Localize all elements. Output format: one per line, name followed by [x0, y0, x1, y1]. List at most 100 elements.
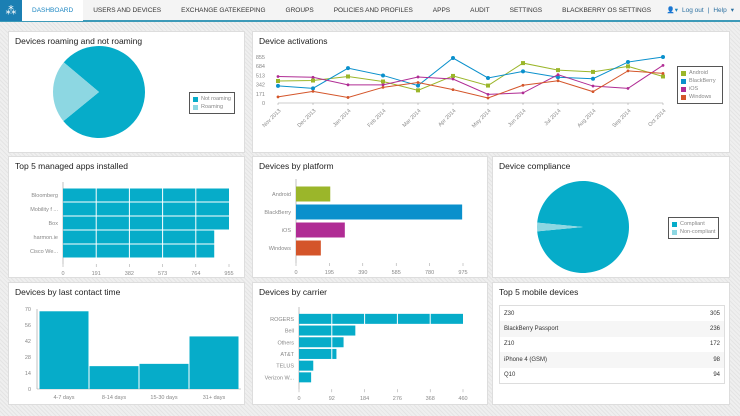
y-tick-label: 0	[262, 101, 265, 107]
data-point	[556, 75, 560, 80]
data-point	[381, 85, 385, 89]
bar	[299, 313, 463, 324]
y-tick-label: Windows	[269, 246, 292, 252]
bar	[39, 311, 89, 389]
device-count: 94	[713, 372, 720, 378]
device-name: Q10	[504, 372, 516, 378]
data-point	[346, 74, 350, 79]
y-tick-label: 42	[25, 339, 31, 345]
bar	[63, 202, 229, 216]
data-point	[556, 73, 560, 77]
device-name: BlackBerry Passport	[504, 325, 559, 332]
table-row[interactable]: Z30 305	[500, 306, 725, 322]
platform-bar-chart: 0 195 390 585 780 975 Android BlackBerry iOS Wind…	[264, 179, 468, 276]
x-tick-label: 368	[426, 396, 435, 402]
x-tick-label: 184	[360, 396, 369, 402]
x-tick-label: 460	[458, 396, 467, 402]
blackberry-logo-icon[interactable]: ⁂	[0, 0, 22, 21]
data-point	[311, 75, 315, 79]
x-tick-label: Jan 2014	[332, 108, 352, 128]
data-point	[346, 83, 350, 87]
x-tick-label: 92	[329, 396, 335, 402]
x-tick-label: Feb 2014	[367, 108, 388, 129]
y-tick-label: iOS	[282, 228, 292, 234]
help-link[interactable]: Help	[713, 6, 727, 14]
pie-slice-non-compliant	[537, 222, 583, 232]
tab-dashboard[interactable]: DASHBOARD	[22, 0, 84, 21]
bar	[296, 222, 345, 238]
bar	[299, 360, 314, 371]
roaming-pie-chart	[53, 46, 145, 138]
y-tick-label: Verizon W...	[265, 375, 295, 381]
tab-apps[interactable]: APPS	[432, 6, 451, 14]
data-point	[661, 74, 665, 79]
panel-carrier: Devices by carrier 0 92 184 276 368 460 ROGERS…	[252, 282, 488, 405]
nav-tabs: DASHBOARD USERS AND DEVICES EXCHANGE GATEK…	[22, 0, 661, 21]
bar	[299, 372, 312, 383]
legend-item: Windows	[681, 93, 719, 101]
y-tick-label: Mobility f ...	[30, 207, 58, 213]
x-tick-label: 764	[191, 271, 200, 277]
legend-item: Android	[681, 69, 719, 77]
data-point	[276, 75, 280, 78]
tab-exchange-gatekeeping[interactable]: EXCHANGE GATEKEEPING	[181, 6, 266, 14]
tab-settings[interactable]: SETTINGS	[509, 6, 543, 14]
series-line-android	[277, 62, 664, 91]
user-icon[interactable]: 👤▾	[666, 7, 678, 14]
data-point	[486, 75, 490, 80]
device-count: 236	[709, 325, 720, 332]
x-tick-label: 276	[393, 396, 402, 402]
data-point	[451, 73, 455, 78]
pie-slice-roaming	[53, 62, 99, 122]
panel-title: Device activations	[259, 36, 328, 46]
data-point	[416, 83, 420, 88]
activations-line-chart: 0 171 342 513 684 855 Nov 2013 Dec 2013 Jan 2014…	[256, 55, 667, 129]
x-tick-label: 8-14 days	[102, 395, 126, 401]
x-tick-label: 191	[92, 271, 101, 277]
data-point	[311, 89, 315, 93]
roaming-legend: Not roaming Roaming	[189, 92, 235, 114]
tab-groups[interactable]: GROUPS	[285, 6, 314, 14]
data-point	[521, 91, 525, 95]
y-tick-label: 513	[256, 73, 265, 79]
tab-audit[interactable]: AUDIT	[470, 6, 490, 14]
bar	[63, 216, 229, 230]
bar	[63, 188, 229, 202]
data-point	[626, 60, 630, 65]
y-tick-label: Cisco We...	[30, 249, 58, 255]
chevron-down-icon[interactable]: ▾	[730, 7, 734, 14]
data-point	[276, 78, 280, 83]
device-name: iPhone 4 (GSM)	[504, 356, 548, 363]
data-point	[661, 55, 665, 59]
table-row[interactable]: Z10 172	[500, 337, 725, 353]
x-tick-label: Aug 2014	[577, 108, 598, 129]
panel-roaming: Devices roaming and not roaming Not roam…	[8, 31, 245, 153]
data-point	[276, 95, 280, 99]
x-tick-label: 195	[325, 270, 334, 276]
legend-item: BlackBerry	[681, 77, 719, 85]
tab-users-and-devices[interactable]: USERS AND DEVICES	[93, 6, 162, 14]
x-tick-label: 382	[125, 271, 134, 277]
tab-blackberry-os-settings[interactable]: BLACKBERRY OS SETTINGS	[562, 6, 652, 14]
data-point	[451, 88, 455, 92]
device-name: Z30	[504, 310, 515, 317]
x-tick-label: 585	[392, 270, 401, 276]
x-tick-label: 573	[158, 271, 167, 277]
data-point	[311, 86, 315, 91]
table-row[interactable]: BlackBerry Passport 236	[499, 321, 725, 337]
y-tick-label: Box	[49, 221, 59, 227]
y-tick-label: 342	[256, 83, 265, 89]
y-tick-label: 56	[25, 323, 31, 329]
y-tick-label: 14	[25, 371, 31, 377]
data-point	[556, 68, 560, 73]
x-tick-label: 975	[458, 270, 467, 276]
tab-policies-and-profiles[interactable]: POLICIES AND PROFILES	[333, 6, 413, 14]
data-point	[346, 96, 350, 99]
series-line-windows	[277, 70, 664, 99]
logout-link[interactable]: Log out	[681, 6, 704, 14]
table-row[interactable]: iPhone 4 (GSM) 98	[499, 352, 725, 368]
table-row[interactable]: Q10 94	[500, 368, 725, 384]
data-point	[591, 69, 595, 74]
bar	[189, 336, 239, 389]
activations-legend: Android BlackBerry iOS Windows	[677, 66, 723, 104]
